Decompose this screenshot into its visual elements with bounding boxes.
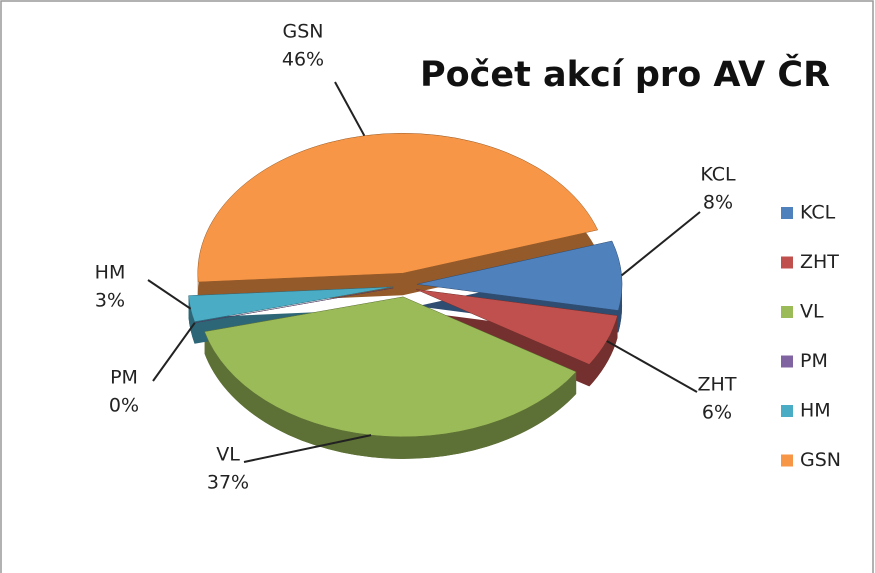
slice-side [589, 315, 618, 387]
data-label-name: KCL [700, 164, 736, 186]
data-label-name: VL [216, 444, 240, 466]
data-label-value: 6% [702, 402, 732, 424]
leader-line [147, 279, 192, 310]
data-labels: KCL 8% ZHT 6% VL 37% PM 0% HM 3% GSN 46% [95, 21, 737, 494]
legend-label: PM [800, 350, 828, 372]
legend: KCL ZHT VL PM HM GSN [781, 202, 841, 471]
leader-line [620, 211, 701, 277]
data-label-name: GSN [283, 21, 324, 43]
legend-label: VL [800, 301, 824, 323]
legend-swatch [781, 355, 793, 368]
legend-label: ZHT [800, 251, 839, 273]
slice-side [618, 284, 622, 333]
data-label-name: ZHT [698, 374, 737, 396]
leader-line [606, 340, 698, 393]
data-label-value: 3% [95, 290, 125, 312]
slice [416, 289, 618, 365]
legend-swatch [781, 207, 793, 219]
slice [197, 132, 599, 283]
slice-tops [188, 132, 623, 438]
slice-side [204, 331, 577, 459]
data-label-value: 8% [703, 192, 733, 214]
data-label-name: HM [95, 262, 126, 284]
legend-label: HM [800, 400, 831, 422]
legend-label: GSN [800, 449, 841, 471]
data-label-name: PM [110, 367, 138, 389]
leader-line [334, 81, 366, 137]
legend-swatch [781, 256, 793, 269]
leader-line [152, 322, 196, 382]
legend-swatch [781, 454, 793, 467]
legend-swatch [781, 405, 793, 417]
legend-label: KCL [800, 202, 836, 224]
slice [416, 240, 623, 311]
data-label-value: 37% [207, 472, 249, 494]
chart-title: Počet akcí pro AV ČR [420, 53, 830, 95]
data-label-value: 0% [109, 395, 139, 417]
leader-line [243, 434, 372, 463]
data-label-value: 46% [282, 49, 324, 71]
legend-swatch [781, 306, 793, 318]
